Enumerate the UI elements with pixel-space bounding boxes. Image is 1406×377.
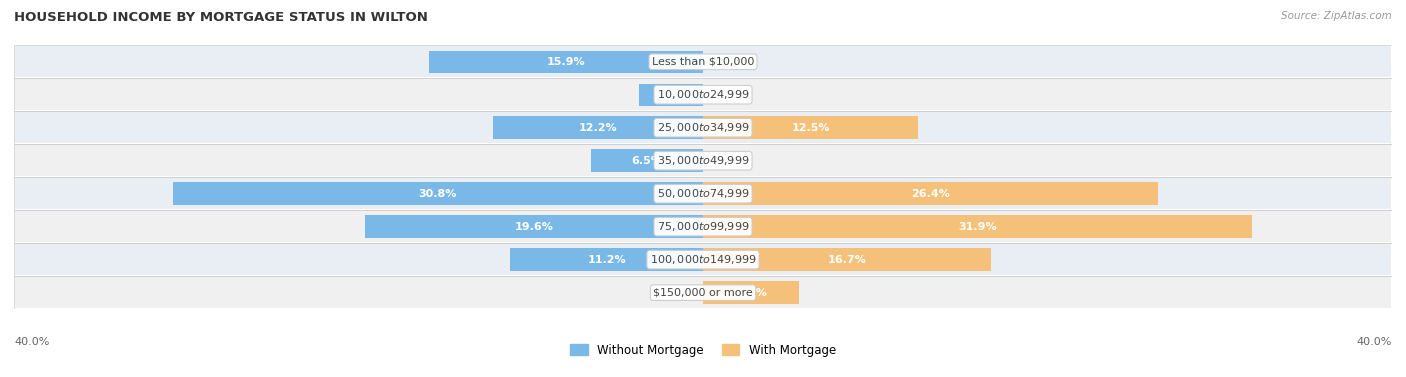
Text: 0.0%: 0.0% xyxy=(710,57,738,67)
Bar xyxy=(173,182,703,205)
Legend: Without Mortgage, With Mortgage: Without Mortgage, With Mortgage xyxy=(565,339,841,361)
Text: 19.6%: 19.6% xyxy=(515,222,554,232)
Bar xyxy=(591,149,703,172)
Text: Less than $10,000: Less than $10,000 xyxy=(652,57,754,67)
Text: 40.0%: 40.0% xyxy=(1357,337,1392,347)
Bar xyxy=(14,177,1392,210)
Bar xyxy=(703,281,800,304)
Text: 30.8%: 30.8% xyxy=(419,188,457,199)
Text: 31.9%: 31.9% xyxy=(959,222,997,232)
Bar xyxy=(14,177,1392,210)
Text: 11.2%: 11.2% xyxy=(588,254,626,265)
Text: 40.0%: 40.0% xyxy=(14,337,49,347)
Text: $100,000 to $149,999: $100,000 to $149,999 xyxy=(650,253,756,266)
Bar xyxy=(14,243,1392,276)
Text: $25,000 to $34,999: $25,000 to $34,999 xyxy=(657,121,749,134)
Bar xyxy=(14,144,1392,177)
Text: 12.2%: 12.2% xyxy=(579,123,617,133)
Text: 26.4%: 26.4% xyxy=(911,188,950,199)
Text: 6.5%: 6.5% xyxy=(631,156,662,166)
Text: $75,000 to $99,999: $75,000 to $99,999 xyxy=(657,220,749,233)
Text: 0.0%: 0.0% xyxy=(710,90,738,100)
Text: 15.9%: 15.9% xyxy=(547,57,585,67)
Bar xyxy=(14,111,1392,144)
Text: 0.0%: 0.0% xyxy=(668,288,696,298)
Bar xyxy=(640,84,703,106)
Bar xyxy=(14,276,1392,309)
Text: $10,000 to $24,999: $10,000 to $24,999 xyxy=(657,88,749,101)
Text: 5.6%: 5.6% xyxy=(735,288,766,298)
Text: $50,000 to $74,999: $50,000 to $74,999 xyxy=(657,187,749,200)
Bar xyxy=(703,216,1253,238)
Bar xyxy=(429,51,703,73)
Bar xyxy=(366,216,703,238)
Bar xyxy=(14,45,1392,78)
Bar xyxy=(703,248,991,271)
Text: 16.7%: 16.7% xyxy=(828,254,866,265)
Text: 3.7%: 3.7% xyxy=(655,90,686,100)
Text: Source: ZipAtlas.com: Source: ZipAtlas.com xyxy=(1281,11,1392,21)
Text: 12.5%: 12.5% xyxy=(792,123,830,133)
Bar xyxy=(510,248,703,271)
Bar xyxy=(14,144,1392,177)
Bar xyxy=(703,182,1157,205)
Text: HOUSEHOLD INCOME BY MORTGAGE STATUS IN WILTON: HOUSEHOLD INCOME BY MORTGAGE STATUS IN W… xyxy=(14,11,427,24)
Bar xyxy=(703,116,918,139)
Bar xyxy=(14,78,1392,111)
Bar xyxy=(14,45,1392,78)
Bar xyxy=(14,78,1392,111)
Text: 0.0%: 0.0% xyxy=(710,156,738,166)
Text: $35,000 to $49,999: $35,000 to $49,999 xyxy=(657,154,749,167)
Bar xyxy=(14,276,1392,309)
Text: $150,000 or more: $150,000 or more xyxy=(654,288,752,298)
Bar xyxy=(14,210,1392,243)
Bar xyxy=(14,111,1392,144)
Bar xyxy=(14,243,1392,276)
Bar xyxy=(14,210,1392,243)
Bar xyxy=(494,116,703,139)
